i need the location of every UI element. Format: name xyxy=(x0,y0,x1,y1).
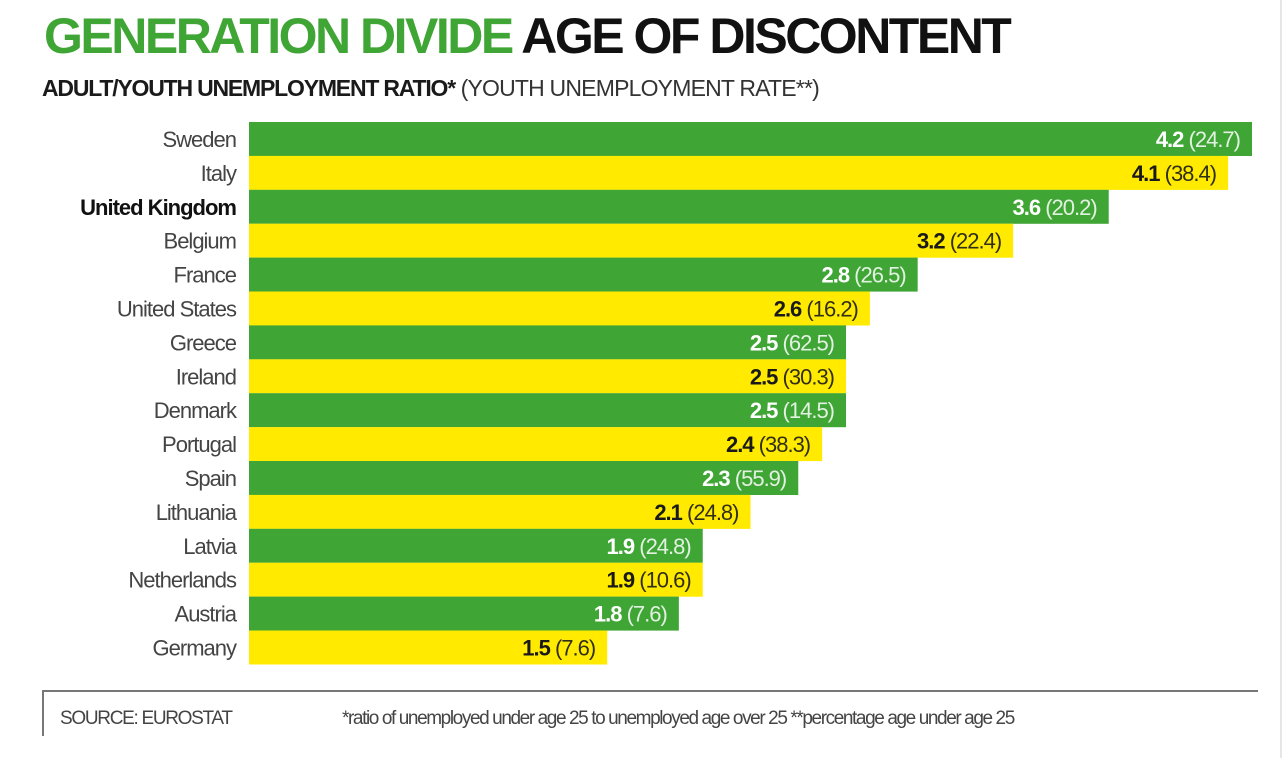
category-label: United Kingdom xyxy=(80,195,236,220)
title-green: GENERATION DIVIDE xyxy=(44,8,514,64)
data-label-rate: (24.7) xyxy=(1189,127,1240,152)
data-label: 1.9 (10.6) xyxy=(607,568,691,593)
category-label: Netherlands xyxy=(128,568,237,593)
data-label-rate: (26.5) xyxy=(854,263,905,288)
data-label-rate: (24.8) xyxy=(687,500,738,525)
data-label-ratio: 2.4 xyxy=(726,432,759,457)
data-label-rate: (20.2) xyxy=(1045,195,1096,220)
data-label-rate: (62.5) xyxy=(783,330,834,355)
data-label: 2.8 (26.5) xyxy=(821,263,905,288)
data-label-ratio: 1.8 xyxy=(594,602,627,627)
bar-united-kingdom xyxy=(249,189,1109,224)
data-label: 2.5 (30.3) xyxy=(750,364,834,389)
bar-united-states xyxy=(249,291,870,326)
bar-sweden xyxy=(249,122,1252,156)
category-label: Belgium xyxy=(164,229,236,254)
category-label: Austria xyxy=(175,602,238,627)
subtitle-bold: ADULT/YOUTH UNEMPLOYMENT RATIO* xyxy=(42,75,456,101)
data-label-ratio: 2.8 xyxy=(821,263,854,288)
data-label: 1.5 (7.6) xyxy=(522,636,595,661)
data-label-ratio: 2.5 xyxy=(750,330,783,355)
bar-germany xyxy=(249,630,608,665)
data-label: 3.6 (20.2) xyxy=(1013,195,1097,220)
data-label: 3.2 (22.4) xyxy=(917,229,1001,254)
source-note: SOURCE: EUROSTAT xyxy=(60,708,233,729)
right-border xyxy=(1280,0,1282,758)
data-label-ratio: 1.9 xyxy=(607,568,640,593)
data-label-rate: (7.6) xyxy=(627,602,667,627)
footnote: *ratio of unemployed under age 25 to une… xyxy=(342,708,1015,729)
subtitle-regular: (YOUTH UNEMPLOYMENT RATE**) xyxy=(460,75,820,101)
data-label-rate: (38.3) xyxy=(759,432,810,457)
data-label: 2.5 (62.5) xyxy=(750,330,834,355)
data-label: 1.8 (7.6) xyxy=(594,602,667,627)
category-label: Germany xyxy=(153,636,237,661)
category-label: Lithuania xyxy=(156,500,238,525)
data-label: 4.2 (24.7) xyxy=(1156,127,1240,152)
data-label-ratio: 3.2 xyxy=(917,229,950,254)
data-label-ratio: 2.1 xyxy=(654,500,687,525)
data-label-rate: (30.3) xyxy=(783,364,834,389)
data-label-rate: (7.6) xyxy=(555,636,595,661)
data-label-rate: (16.2) xyxy=(806,297,857,322)
data-label-rate: (24.8) xyxy=(639,534,690,559)
data-label: 4.1 (38.4) xyxy=(1132,161,1216,186)
category-label: France xyxy=(174,263,237,288)
data-label-ratio: 2.5 xyxy=(750,364,783,389)
category-label: Italy xyxy=(201,161,237,186)
data-label-ratio: 4.2 xyxy=(1156,127,1189,152)
bar-italy xyxy=(249,155,1229,190)
bar-austria xyxy=(249,596,679,631)
bar-france xyxy=(249,257,918,292)
bar-netherlands xyxy=(249,562,703,597)
data-label-rate: (38.4) xyxy=(1165,161,1216,186)
category-label: Denmark xyxy=(154,398,238,423)
bar-belgium xyxy=(249,223,1014,258)
category-label: Sweden xyxy=(162,127,236,152)
data-label: 2.5 (14.5) xyxy=(750,398,834,423)
data-label-rate: (55.9) xyxy=(735,466,786,491)
data-label-ratio: 2.6 xyxy=(774,297,807,322)
category-label: Latvia xyxy=(183,534,237,559)
data-label-rate: (14.5) xyxy=(783,398,834,423)
data-label-ratio: 2.3 xyxy=(702,466,735,491)
data-label-ratio: 1.5 xyxy=(522,636,555,661)
bar-greece xyxy=(249,325,847,360)
bar-spain xyxy=(249,461,799,495)
category-label: United States xyxy=(117,297,237,322)
bar-ireland xyxy=(249,359,847,394)
footer-divider xyxy=(42,690,1258,736)
data-label: 1.9 (24.8) xyxy=(607,534,691,559)
bar-lithuania xyxy=(249,494,751,529)
bar-portugal xyxy=(249,427,823,462)
chart-subtitle: ADULT/YOUTH UNEMPLOYMENT RATIO* (YOUTH U… xyxy=(42,74,820,102)
bar-latvia xyxy=(249,528,703,563)
category-label: Greece xyxy=(170,330,237,355)
chart-title: GENERATION DIVIDE AGE OF DISCONTENT xyxy=(44,8,1012,64)
title-black: AGE OF DISCONTENT xyxy=(521,8,1012,64)
data-label-ratio: 1.9 xyxy=(607,534,640,559)
bar-chart: Sweden 4.2 (24.7) Italy 4.1 (38.4) United Ki… xyxy=(80,122,1252,665)
data-label: 2.4 (38.3) xyxy=(726,432,810,457)
data-label-rate: (10.6) xyxy=(639,568,690,593)
data-label-ratio: 2.5 xyxy=(750,398,783,423)
data-label: 2.6 (16.2) xyxy=(774,297,858,322)
data-label: 2.1 (24.8) xyxy=(654,500,738,525)
category-label: Ireland xyxy=(176,364,236,389)
category-label: Spain xyxy=(185,466,236,491)
data-label: 2.3 (55.9) xyxy=(702,466,786,491)
bar-denmark xyxy=(249,393,847,428)
data-label-ratio: 3.6 xyxy=(1013,195,1046,220)
category-label: Portugal xyxy=(162,432,236,457)
data-label-ratio: 4.1 xyxy=(1132,161,1165,186)
data-label-rate: (22.4) xyxy=(950,229,1001,254)
